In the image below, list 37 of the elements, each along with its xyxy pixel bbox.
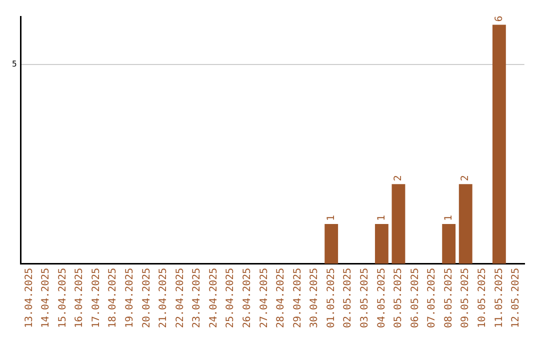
data-label: 2	[460, 175, 472, 182]
x-tick-label: 12.05.2025	[510, 268, 522, 328]
x-tick-label: 02.05.2025	[342, 268, 354, 328]
x-tick-label: 06.05.2025	[410, 268, 421, 328]
x-tick-label: 05.05.2025	[393, 268, 404, 328]
x-tick-label: 08.05.2025	[443, 268, 454, 328]
x-tick-label: 03.05.2025	[360, 268, 370, 328]
x-tick-label: 29.04.2025	[292, 268, 304, 328]
x-tick-label: 24.04.2025	[208, 268, 220, 328]
x-tick-label: 13.04.2025	[24, 268, 35, 328]
x-tick-label: 30.04.2025	[309, 268, 320, 328]
x-tick-label: 07.05.2025	[426, 268, 438, 328]
x-tick-label: 17.04.2025	[90, 268, 102, 328]
x-tick-label: 01.05.2025	[326, 268, 337, 328]
x-tick-label: 15.04.2025	[57, 268, 68, 328]
x-tick-label: 04.05.2025	[376, 268, 388, 328]
x-tick-label: 26.04.2025	[242, 268, 254, 328]
x-tick-label: 28.04.2025	[276, 268, 287, 328]
x-tick-label: 20.04.2025	[141, 268, 152, 328]
data-label: 1	[376, 214, 388, 221]
y-tick-label: 5	[12, 60, 17, 69]
x-tick-label: 19.04.2025	[124, 268, 136, 328]
x-tick-label: 27.04.2025	[258, 268, 270, 328]
x-tick-label: 23.04.2025	[192, 268, 203, 328]
x-tick-label: 16.04.2025	[74, 268, 86, 328]
data-label: 6	[494, 16, 505, 22]
x-tick-label: 14.04.2025	[40, 268, 52, 328]
x-tick-label: 10.05.2025	[476, 268, 488, 328]
x-tick-label: 18.04.2025	[108, 268, 119, 328]
data-label: 2	[393, 175, 404, 182]
x-tick-label: 09.05.2025	[460, 268, 472, 328]
x-tick-label: 21.04.2025	[158, 268, 170, 328]
x-tick-label: 11.05.2025	[494, 268, 505, 328]
x-tick-label: 22.04.2025	[174, 268, 186, 328]
x-tick-label: 25.04.2025	[225, 268, 236, 328]
data-label: 1	[443, 214, 454, 221]
data-label: 1	[326, 214, 337, 221]
